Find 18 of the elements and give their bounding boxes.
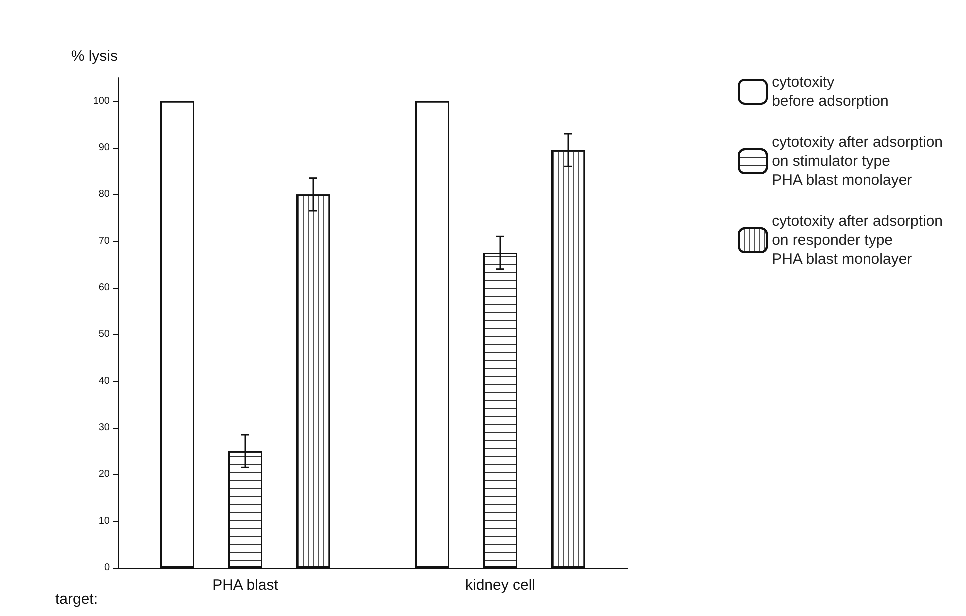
y-tick-label: 80 (98, 189, 110, 200)
y-tick-label: 70 (98, 236, 110, 247)
y-tick-label: 30 (98, 422, 110, 434)
y-tick-label: 60 (98, 282, 110, 294)
y-tick-label: 90 (98, 142, 110, 154)
legend-label: cytotoxity after adsorption on responder type PHA blast monolayer (772, 213, 944, 268)
x-tick-label: kidney cell (465, 577, 536, 594)
y-tick-label: 20 (98, 469, 110, 480)
y-tick-label: 40 (98, 376, 110, 387)
y-tick-label: 50 (98, 329, 110, 340)
x-axis-title: target: (55, 591, 98, 608)
legend-label: cytotoxity before adsorption (772, 74, 889, 110)
x-tick-label: PHA blast (212, 577, 280, 594)
y-tick-label: 10 (98, 516, 110, 527)
y-tick-label: 0 (104, 562, 110, 574)
legend-label: cytotoxity after adsorption on stimulator type PHA blast monolayer (772, 134, 944, 189)
y-axis-title: % lysis (71, 48, 118, 65)
y-tick-label: 100 (93, 96, 110, 107)
